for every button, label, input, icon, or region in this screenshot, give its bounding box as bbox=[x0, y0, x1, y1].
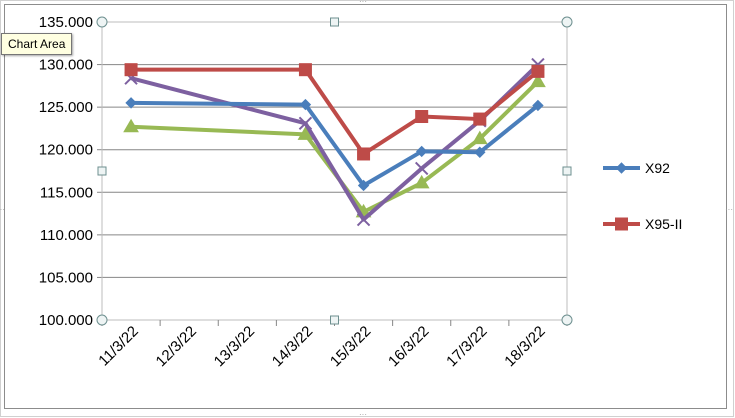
data-point-marker bbox=[615, 217, 628, 231]
chart-border bbox=[4, 4, 727, 409]
x-tick-label: 16/3/22 bbox=[385, 323, 432, 370]
data-point-marker[interactable] bbox=[357, 147, 371, 161]
data-point-marker[interactable] bbox=[413, 174, 430, 189]
corner-resize-handle[interactable] bbox=[561, 16, 573, 28]
series-line[interactable] bbox=[131, 67, 540, 156]
x-tick-label: 12/3/22 bbox=[153, 323, 200, 370]
data-point-marker[interactable] bbox=[415, 145, 428, 158]
data-point-marker[interactable] bbox=[415, 110, 429, 124]
data-point-marker[interactable] bbox=[125, 97, 137, 109]
x-tick-label: 11/3/22 bbox=[95, 323, 142, 370]
data-point-marker[interactable] bbox=[473, 112, 487, 126]
legend-label: X95-II bbox=[645, 216, 682, 232]
side-resize-handle[interactable] bbox=[330, 315, 339, 325]
x-tick-label: 17/3/22 bbox=[443, 323, 490, 370]
series-x95-ii[interactable] bbox=[124, 63, 545, 161]
corner-resize-handle[interactable] bbox=[561, 314, 573, 326]
data-point-marker[interactable] bbox=[123, 118, 139, 133]
data-point-marker[interactable] bbox=[471, 130, 488, 145]
y-tick-label: 125.000 bbox=[39, 99, 93, 116]
data-point-marker[interactable] bbox=[532, 99, 544, 112]
data-point-marker[interactable] bbox=[124, 63, 138, 77]
data-point-marker[interactable] bbox=[298, 116, 313, 131]
data-point-marker bbox=[615, 162, 628, 174]
data-point-marker[interactable] bbox=[531, 64, 545, 78]
x-tick-label: 18/3/22 bbox=[501, 323, 548, 370]
x-tick-label: 15/3/22 bbox=[327, 323, 374, 370]
frame-grip-3[interactable]: ··· bbox=[725, 205, 733, 214]
side-resize-handle[interactable] bbox=[330, 17, 339, 27]
series-line[interactable] bbox=[131, 100, 540, 188]
y-tick-label: 110.000 bbox=[40, 227, 93, 244]
frame-grip-1[interactable]: ··· bbox=[359, 410, 367, 418]
data-point-marker[interactable] bbox=[414, 161, 429, 176]
legend-entry[interactable]: X92 bbox=[603, 160, 670, 176]
x-tick-label: 13/3/22 bbox=[211, 323, 258, 370]
series-x92[interactable] bbox=[125, 97, 544, 192]
corner-resize-handle[interactable] bbox=[96, 314, 108, 326]
side-resize-handle[interactable] bbox=[97, 166, 107, 176]
data-point-marker[interactable] bbox=[357, 179, 370, 192]
chart-area-tooltip: Chart Area bbox=[1, 33, 73, 55]
x-tick-label: 14/3/22 bbox=[269, 323, 316, 370]
legend-entry[interactable]: X95-II bbox=[603, 216, 682, 232]
y-tick-label: 100.000 bbox=[39, 312, 93, 329]
y-tick-label: 115.000 bbox=[40, 184, 93, 201]
data-point-marker[interactable] bbox=[299, 98, 312, 111]
frame-grip-2[interactable]: ··· bbox=[0, 205, 5, 214]
y-tick-label: 135.000 bbox=[39, 14, 93, 31]
frame-grip-0[interactable]: ··· bbox=[359, 0, 367, 6]
y-tick-label: 105.000 bbox=[39, 269, 93, 286]
y-tick-label: 130.000 bbox=[39, 57, 93, 74]
data-point-marker[interactable] bbox=[298, 63, 312, 77]
data-point-marker[interactable] bbox=[356, 212, 371, 227]
series-line[interactable] bbox=[130, 80, 540, 214]
data-point-marker[interactable] bbox=[530, 73, 546, 88]
y-tick-label: 120.000 bbox=[39, 142, 93, 159]
data-point-marker[interactable] bbox=[297, 126, 314, 140]
legend-label: X92 bbox=[645, 160, 670, 176]
side-resize-handle[interactable] bbox=[562, 166, 572, 176]
corner-resize-handle[interactable] bbox=[96, 16, 108, 28]
data-point-marker[interactable] bbox=[474, 146, 486, 158]
